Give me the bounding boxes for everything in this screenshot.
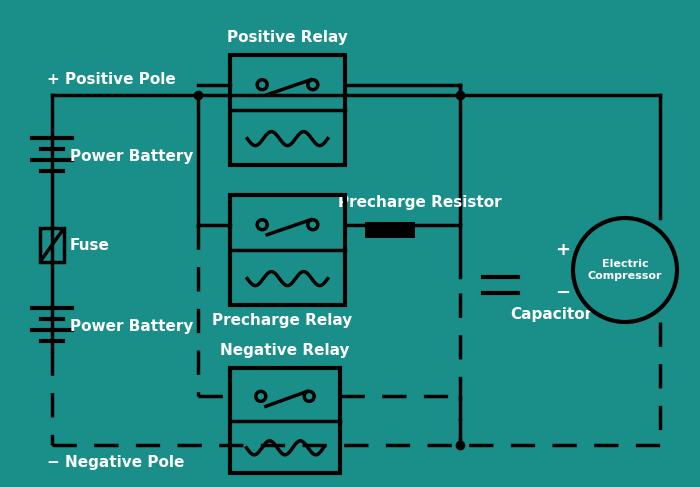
Text: Positive Relay: Positive Relay (227, 30, 348, 45)
Text: − Negative Pole: − Negative Pole (47, 455, 184, 470)
Text: Electric
Compressor: Electric Compressor (588, 259, 662, 281)
Bar (230, 368, 340, 473)
Text: + Positive Pole: + Positive Pole (47, 72, 176, 87)
Bar (365, 222, 415, 238)
Text: −: − (555, 284, 570, 302)
Bar (230, 55, 345, 165)
Text: Fuse: Fuse (70, 238, 110, 252)
Text: Capacitor: Capacitor (510, 307, 592, 322)
Text: Power Battery: Power Battery (70, 318, 193, 334)
Text: +: + (556, 241, 570, 259)
Text: Precharge Relay: Precharge Relay (212, 313, 353, 328)
Text: Negative Relay: Negative Relay (220, 343, 350, 358)
Text: Power Battery: Power Battery (70, 149, 193, 164)
Text: Precharge Resistor: Precharge Resistor (338, 195, 502, 210)
Bar (230, 195, 345, 305)
Bar (40, 228, 64, 262)
